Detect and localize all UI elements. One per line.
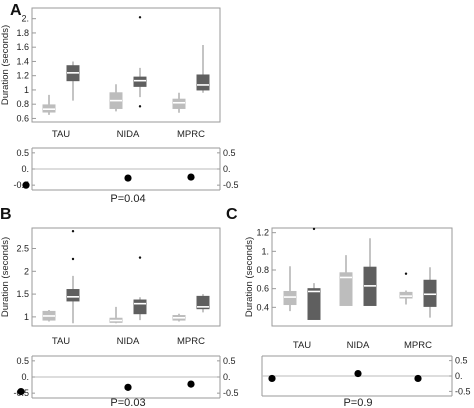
effect-point (268, 374, 276, 383)
outlier-point (312, 227, 316, 231)
box-plot-frame (31, 7, 221, 123)
y-tick-label: 1.2 (256, 228, 269, 238)
y-axis-label: Duration (seconds) (0, 25, 11, 105)
effect-point (187, 380, 195, 388)
effect-tick-label-left: 0. (21, 164, 29, 174)
effect-tick-label-right: -0.5 (223, 388, 239, 398)
effect-point (17, 387, 25, 396)
panel-label: B (0, 206, 12, 223)
y-tick-label: 1.6 (16, 42, 29, 52)
box-plot-frame (271, 227, 453, 327)
y-tick-label: 0.8 (16, 99, 29, 109)
effect-tick-label-left: 0.5 (16, 148, 29, 158)
y-axis-label: Duration (seconds) (0, 237, 11, 317)
category-label: NIDA (117, 336, 140, 347)
y-tick-label: 0.8 (256, 265, 269, 275)
y-tick-label: 0.4 (256, 302, 269, 312)
category-label: TAU (52, 129, 70, 140)
effect-point (414, 374, 422, 383)
category-label: MPRC (404, 340, 432, 351)
y-tick-label: 1. (261, 246, 269, 256)
y-tick-label: 2.5 (16, 244, 29, 254)
box-dark (196, 295, 210, 310)
effect-tick-label-left: 0. (21, 372, 29, 382)
p-value-label: P=0.04 (110, 193, 145, 205)
box-light (399, 291, 413, 299)
effect-point (124, 174, 132, 182)
box-dark (133, 299, 147, 315)
effect-tick-label-left: -0.5 (13, 180, 29, 190)
effect-tick-label-right: 0.5 (223, 148, 236, 158)
y-tick-label: 2 (24, 266, 29, 276)
outlier-point (138, 16, 142, 19)
box-plot-frame (31, 227, 221, 327)
box-light (283, 290, 297, 306)
y-tick-label: 0.6 (256, 284, 269, 294)
effect-tick-label-right: 0. (223, 372, 231, 382)
box-light (172, 98, 186, 109)
category-label: MPRC (177, 336, 205, 347)
outlier-point (138, 256, 142, 259)
category-label: NIDA (347, 340, 370, 351)
y-tick-label: 1 (24, 85, 29, 95)
outlier-point (71, 229, 75, 233)
effect-point (354, 369, 362, 378)
effect-tick-label-right: 0.5 (455, 356, 468, 366)
box-dark (66, 289, 80, 302)
effect-tick-label-right: 0.5 (223, 356, 236, 366)
effect-tick-label-right: 0. (455, 371, 463, 381)
box-dark (307, 288, 321, 320)
effect-point (22, 181, 30, 189)
category-label: NIDA (117, 129, 140, 140)
y-tick-label: 1.5 (16, 289, 29, 299)
category-label: MPRC (177, 129, 205, 140)
effect-point (124, 383, 132, 391)
box-dark (133, 76, 147, 87)
outlier-point (138, 105, 142, 108)
effect-tick-label-right: -0.5 (223, 180, 239, 190)
effect-point (187, 173, 195, 181)
y-axis-label: Duration (seconds) (244, 237, 255, 317)
effect-tick-label-left: 0.5 (16, 356, 29, 366)
y-tick-label: 1.4 (16, 56, 29, 66)
y-tick-label: 1 (24, 312, 29, 322)
p-value-label: P=0.9 (343, 397, 372, 408)
category-label: TAU (293, 340, 311, 351)
outlier-point (71, 257, 75, 261)
panel-label: C (226, 206, 238, 223)
category-label: TAU (52, 336, 70, 347)
box-dark (423, 279, 437, 307)
y-tick-label: 2. (21, 14, 29, 24)
y-tick-label: 1.2 (16, 71, 29, 81)
y-tick-label: 0.6 (16, 113, 29, 123)
outlier-point (404, 272, 408, 275)
y-tick-label: 1.8 (16, 28, 29, 38)
effect-tick-label-right: 0. (223, 164, 231, 174)
effect-tick-label-right: -0.5 (455, 386, 471, 396)
box-dark (196, 74, 210, 91)
p-value-label: P=0.03 (110, 397, 145, 408)
box-light (339, 272, 353, 306)
panel-label: A (10, 2, 22, 19)
